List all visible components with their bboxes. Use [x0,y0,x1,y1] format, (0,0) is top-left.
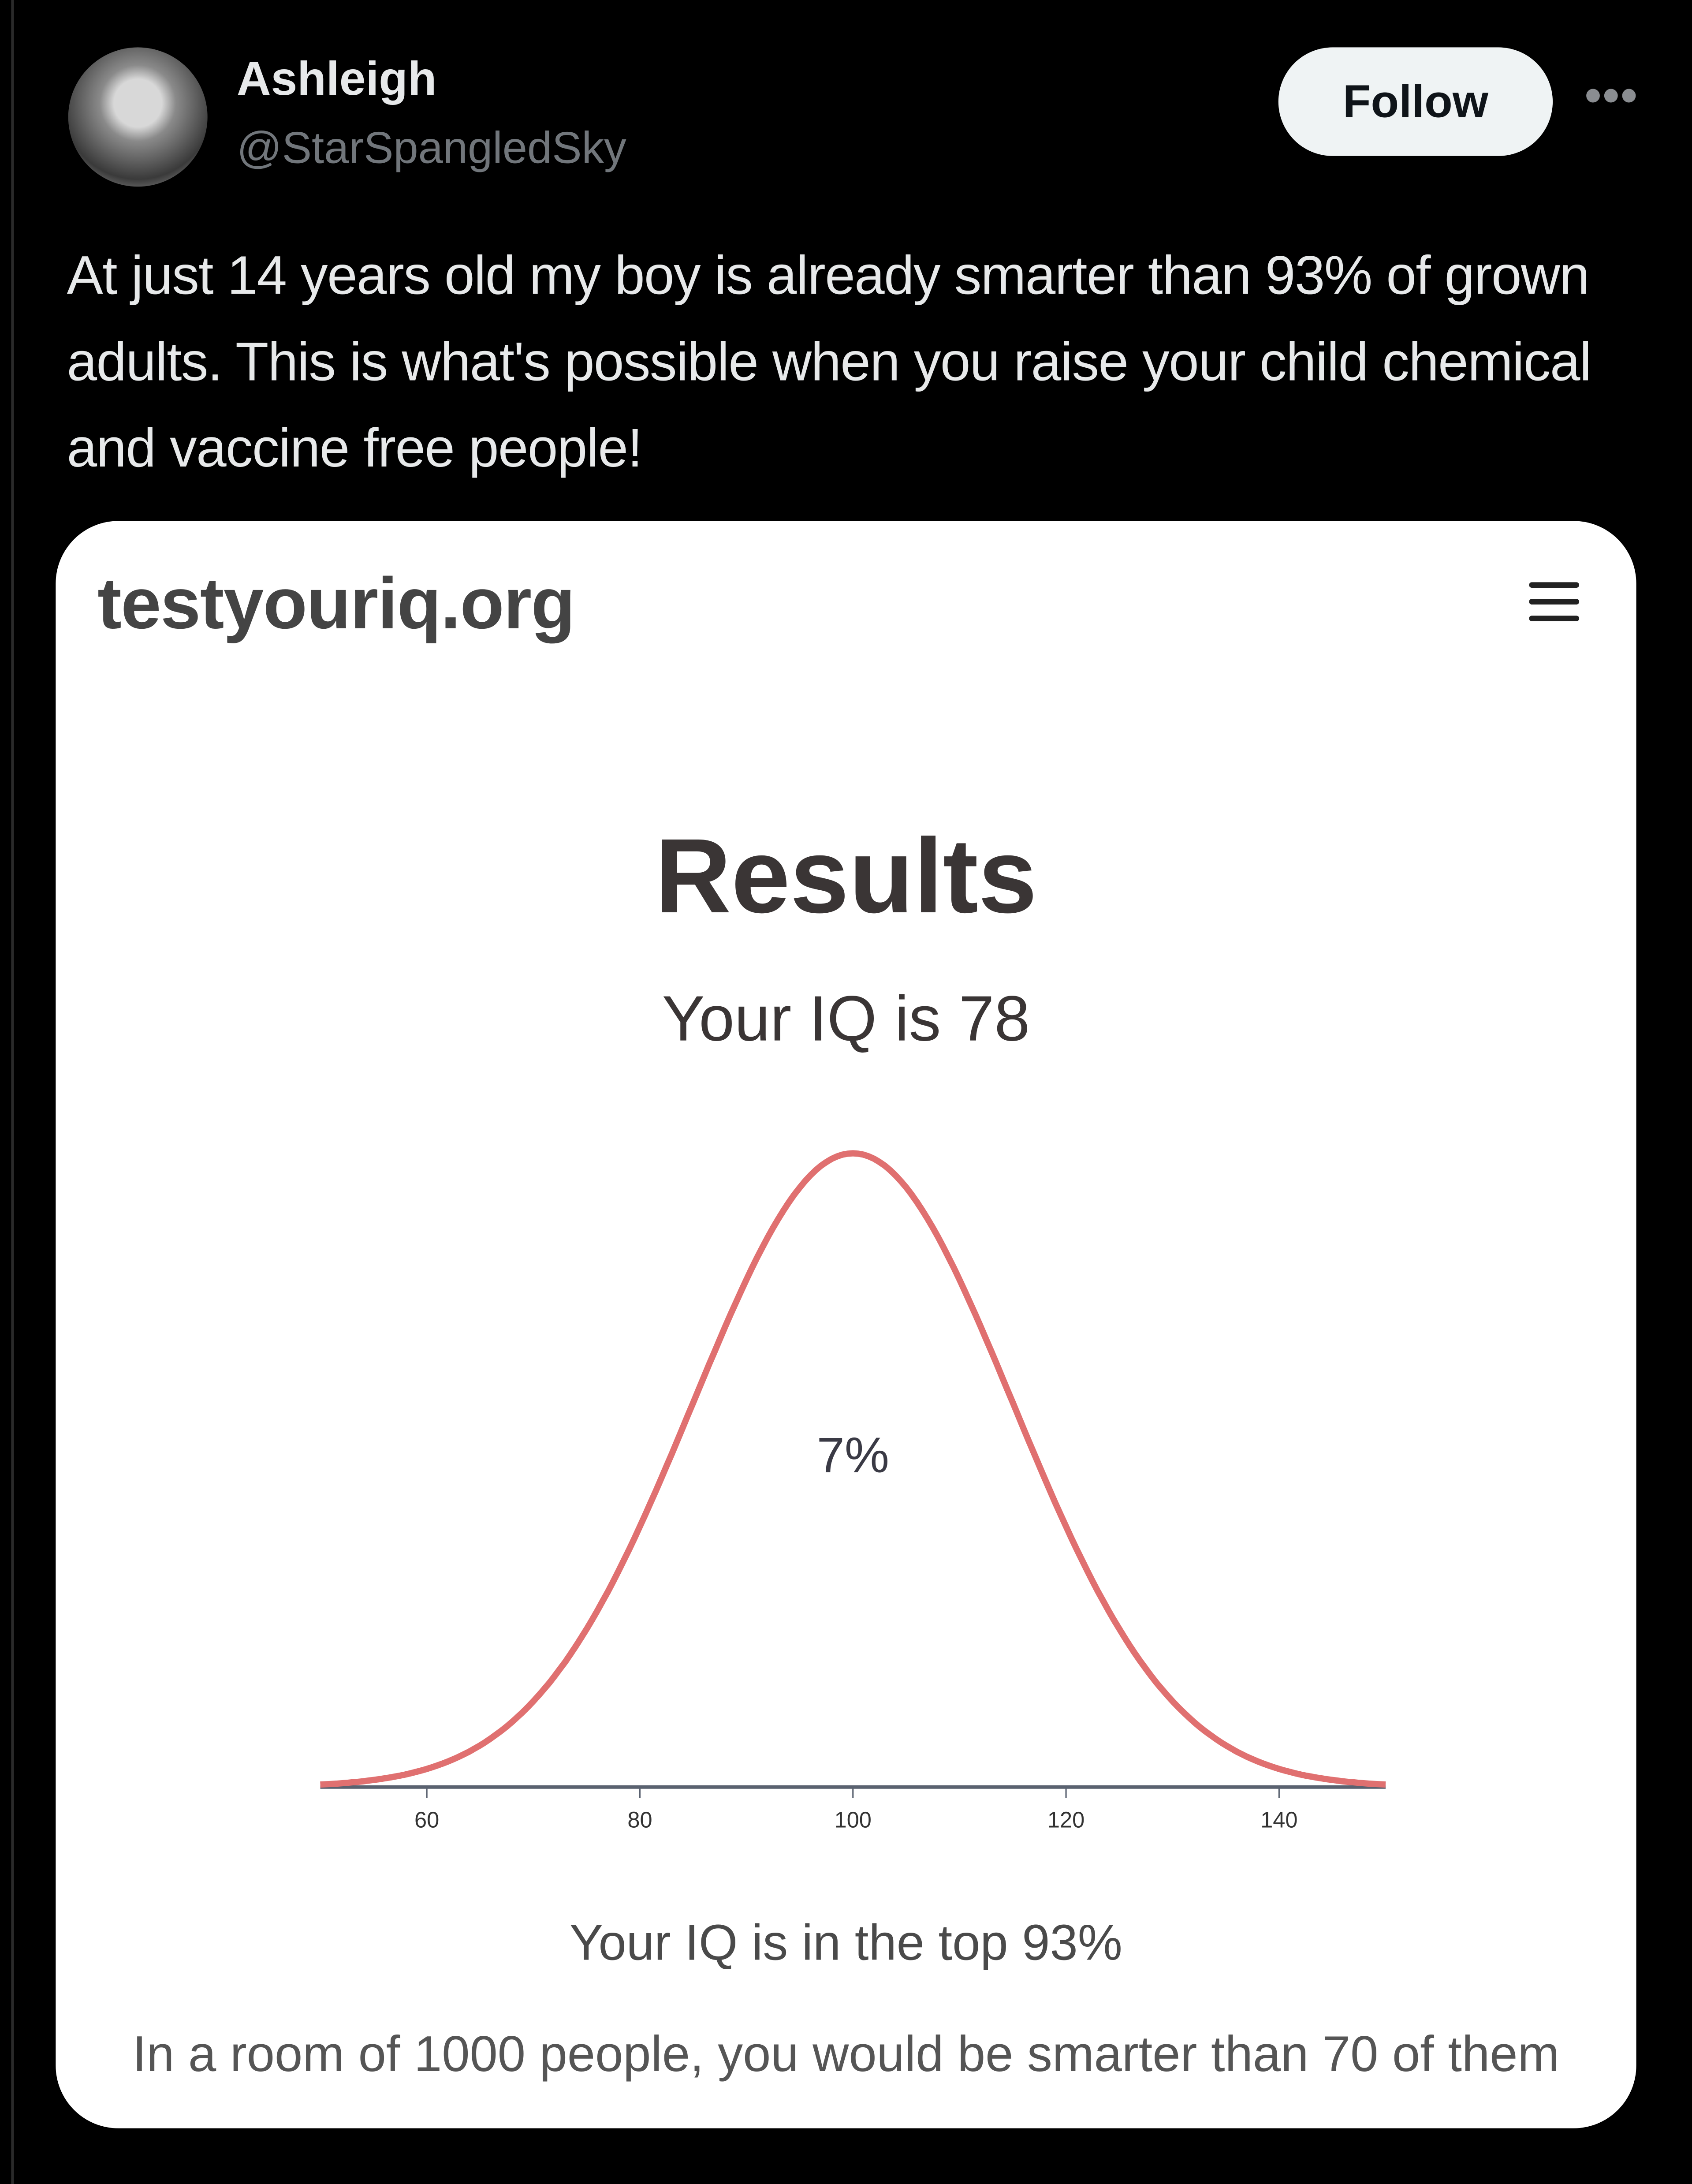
tweet-text: At just 14 years old my boy is already s… [67,246,1592,479]
iq-score: Your IQ is 78 [662,982,1030,1055]
x-tick-label: 120 [1047,1807,1085,1832]
distribution-curve [320,1150,1386,1788]
hamburger-menu-icon [1529,582,1580,621]
x-tick-label: 60 [414,1807,439,1832]
results-heading: Results [655,818,1037,936]
author-handle[interactable]: @StarSpangledSky [236,122,626,173]
avatar[interactable] [68,47,208,187]
x-tick-label: 80 [627,1807,652,1832]
room-comparison-text: In a room of 1000 people, you would be s… [132,2025,1560,2083]
iq-distribution-chart: 60 80 100 120 140 7% [320,1150,1386,1832]
attached-image[interactable]: testyouriq.org Results Your IQ is 78 60 8… [56,521,1636,2128]
follow-button[interactable]: Follow [1278,47,1553,156]
percentile-annotation: 7% [817,1427,889,1483]
more-horizontal-icon[interactable]: ••• [1584,69,1639,123]
site-title: testyouriq.org [97,564,575,645]
x-tick-label: 100 [835,1807,872,1832]
top-percent-text: Your IQ is in the top 93% [570,1914,1122,1971]
author-name[interactable]: Ashleigh [236,53,437,106]
divider [11,0,14,2184]
x-tick-label: 140 [1260,1807,1297,1832]
